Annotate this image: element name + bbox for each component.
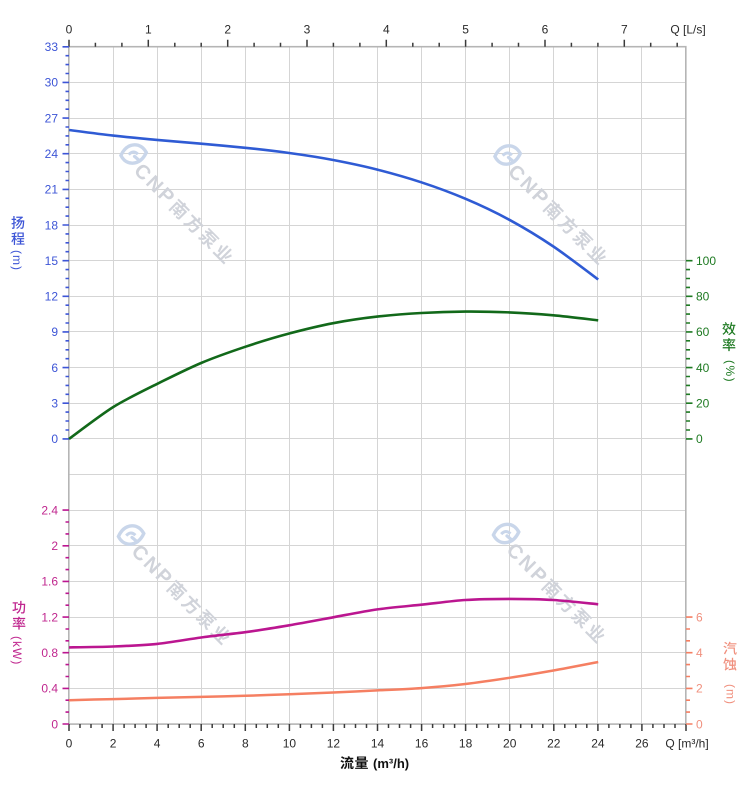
svg-text:20: 20 [503,736,517,750]
svg-text:1: 1 [145,22,152,36]
svg-text:0: 0 [51,717,58,731]
svg-text:3: 3 [51,397,58,411]
svg-text:3: 3 [304,22,311,36]
svg-text:4: 4 [696,646,703,660]
svg-text:12: 12 [45,290,59,304]
svg-text:4: 4 [383,22,390,36]
svg-text:80: 80 [696,290,710,304]
svg-text:0.8: 0.8 [41,646,58,660]
svg-text:16: 16 [415,736,429,750]
svg-text:33: 33 [45,40,59,54]
svg-text:27: 27 [45,111,59,125]
svg-text:1.2: 1.2 [41,610,58,624]
svg-text:21: 21 [45,183,59,197]
svg-text:18: 18 [45,218,59,232]
svg-text:6: 6 [198,736,205,750]
svg-text:(m): (m) [724,684,738,705]
svg-text:40: 40 [696,361,710,375]
svg-text:12: 12 [327,736,341,750]
svg-text:6: 6 [51,361,58,375]
svg-text:0: 0 [66,736,73,750]
svg-text:6: 6 [542,22,549,36]
svg-text:6: 6 [696,610,703,624]
svg-text:0: 0 [696,717,703,731]
svg-text:(m): (m) [10,250,24,271]
svg-text:(m³/h): (m³/h) [373,756,409,771]
svg-text:0.4: 0.4 [41,682,58,696]
svg-text:8: 8 [242,736,249,750]
svg-text:2: 2 [110,736,117,750]
svg-text:24: 24 [591,736,605,750]
svg-text:30: 30 [45,76,59,90]
svg-text:100: 100 [696,254,716,268]
svg-text:60: 60 [696,325,710,339]
svg-text:24: 24 [45,147,59,161]
svg-text:4: 4 [154,736,161,750]
svg-text:0: 0 [51,432,58,446]
svg-text:20: 20 [696,397,710,411]
svg-text:9: 9 [51,325,58,339]
svg-text:15: 15 [45,254,59,268]
svg-text:2.4: 2.4 [41,503,58,517]
svg-text:1.6: 1.6 [41,575,58,589]
svg-text:10: 10 [283,736,297,750]
svg-text:Q [m³/h]: Q [m³/h] [665,736,708,750]
svg-text:0: 0 [696,432,703,446]
svg-text:2: 2 [224,22,231,36]
svg-text:Q [L/s]: Q [L/s] [670,22,705,36]
svg-text:18: 18 [459,736,473,750]
svg-text:22: 22 [547,736,561,750]
svg-text:5: 5 [462,22,469,36]
svg-text:2: 2 [51,539,58,553]
svg-text:7: 7 [621,22,628,36]
svg-text:14: 14 [371,736,385,750]
svg-text:(%): (%) [723,360,737,383]
svg-text:(kW): (kW) [10,636,24,665]
svg-text:0: 0 [66,22,73,36]
svg-text:26: 26 [635,736,649,750]
svg-text:2: 2 [696,682,703,696]
